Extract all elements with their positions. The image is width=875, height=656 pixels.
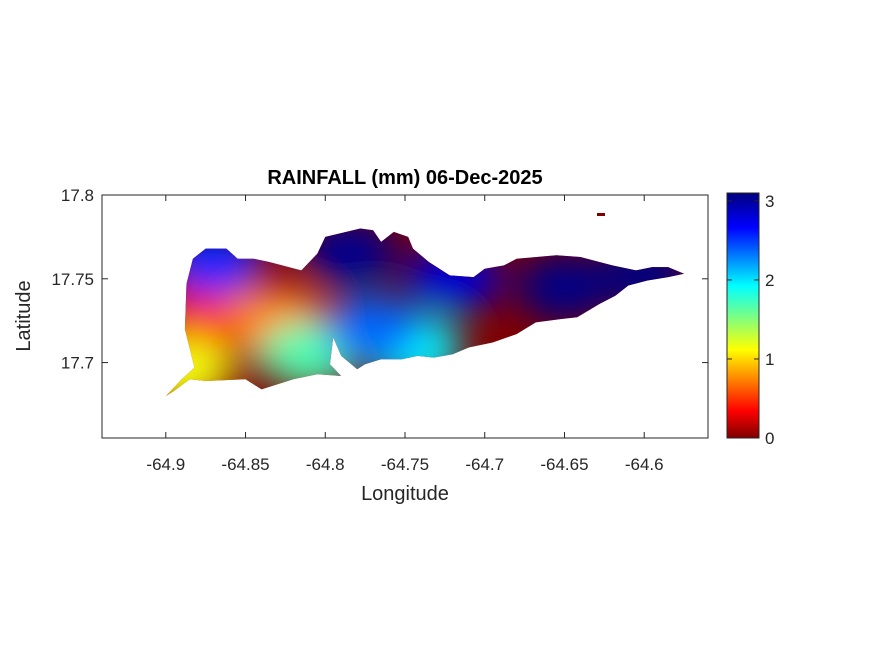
x-tick-label: -64.65 xyxy=(540,455,588,474)
x-tick-label: -64.85 xyxy=(221,455,269,474)
rainfall-field-cell xyxy=(325,295,422,364)
x-tick-label: -64.8 xyxy=(306,455,345,474)
colorbar-tick-label: 1 xyxy=(765,350,774,369)
x-axis-label: Longitude xyxy=(361,483,449,505)
y-tick-label: 17.7 xyxy=(61,354,94,373)
y-tick-label: 17.75 xyxy=(51,270,94,289)
colorbar-tick-label: 2 xyxy=(765,271,774,290)
y-tick-label: 17.8 xyxy=(61,186,94,205)
colorbar-ticks: 0 1 2 3 xyxy=(727,192,774,448)
colorbar-tick-label: 3 xyxy=(765,192,774,211)
x-tick-label: -64.75 xyxy=(381,455,429,474)
x-tick-label: -64.7 xyxy=(465,455,504,474)
rainfall-field-cell xyxy=(516,253,613,322)
colorbar xyxy=(726,192,760,439)
y-axis: 17.7 17.75 17.8 xyxy=(51,186,708,373)
colorbar-tick-label: 0 xyxy=(765,429,774,448)
islet xyxy=(597,213,605,216)
y-axis-label: Latitude xyxy=(13,280,35,351)
rainfall-field-cell xyxy=(301,228,398,288)
rainfall-field-cell xyxy=(404,244,501,313)
rainfall-field-cell xyxy=(596,241,685,310)
x-tick-label: -64.9 xyxy=(146,455,185,474)
rainfall-field-cell xyxy=(165,228,262,297)
chart-title: RAINFALL (mm) 06-Dec-2025 xyxy=(267,167,542,189)
rainfall-map xyxy=(165,228,685,397)
x-axis: -64.9 -64.85 -64.8 -64.75 -64.7 -64.65 -64.6 xyxy=(146,195,664,474)
rainfall-field-cell xyxy=(165,336,230,397)
x-tick-label: -64.6 xyxy=(625,455,664,474)
